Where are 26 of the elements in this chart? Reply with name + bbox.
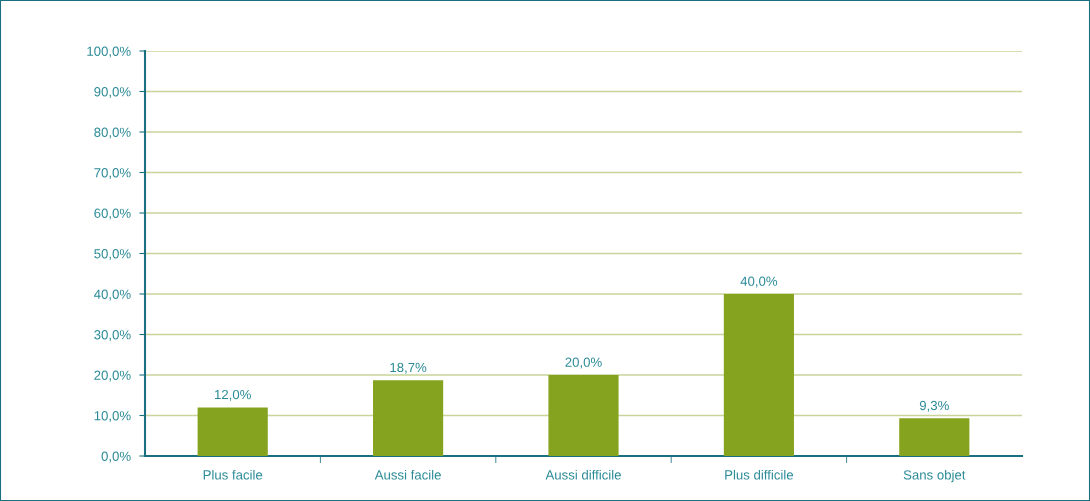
y-tick-label: 10,0% xyxy=(94,411,131,422)
y-tick-label: 60,0% xyxy=(94,208,131,220)
y-tick-label: 50,0% xyxy=(94,249,131,260)
x-tick-label: Sans objet xyxy=(903,469,966,483)
bar xyxy=(723,294,794,456)
y-tick-label: 90,0% xyxy=(94,87,131,98)
bar xyxy=(548,375,619,456)
y-tick-label: 80,0% xyxy=(94,127,131,139)
y-tick-label: 0,0% xyxy=(101,451,131,463)
data-label: 20,0% xyxy=(565,357,602,369)
y-tick-label: 30,0% xyxy=(94,330,131,341)
y-tick-label: 100,0% xyxy=(87,46,131,58)
x-tick-label: Plus difficile xyxy=(725,469,794,480)
y-tick-label: 40,0% xyxy=(94,289,131,301)
data-label: 9,3% xyxy=(919,400,949,412)
bar xyxy=(197,407,268,456)
x-tick-label: Plus facile xyxy=(203,469,263,480)
y-tick-label: 70,0% xyxy=(94,168,131,179)
x-tick-label: Aussi difficile xyxy=(545,469,621,480)
bar xyxy=(899,418,970,456)
data-label: 12,0% xyxy=(215,389,251,401)
x-tick-label: Aussi facile xyxy=(374,469,441,480)
bar xyxy=(373,380,444,456)
data-label: 18,7% xyxy=(390,362,427,374)
y-tick-label: 20,0% xyxy=(94,370,131,382)
data-label: 40,0% xyxy=(740,276,778,288)
